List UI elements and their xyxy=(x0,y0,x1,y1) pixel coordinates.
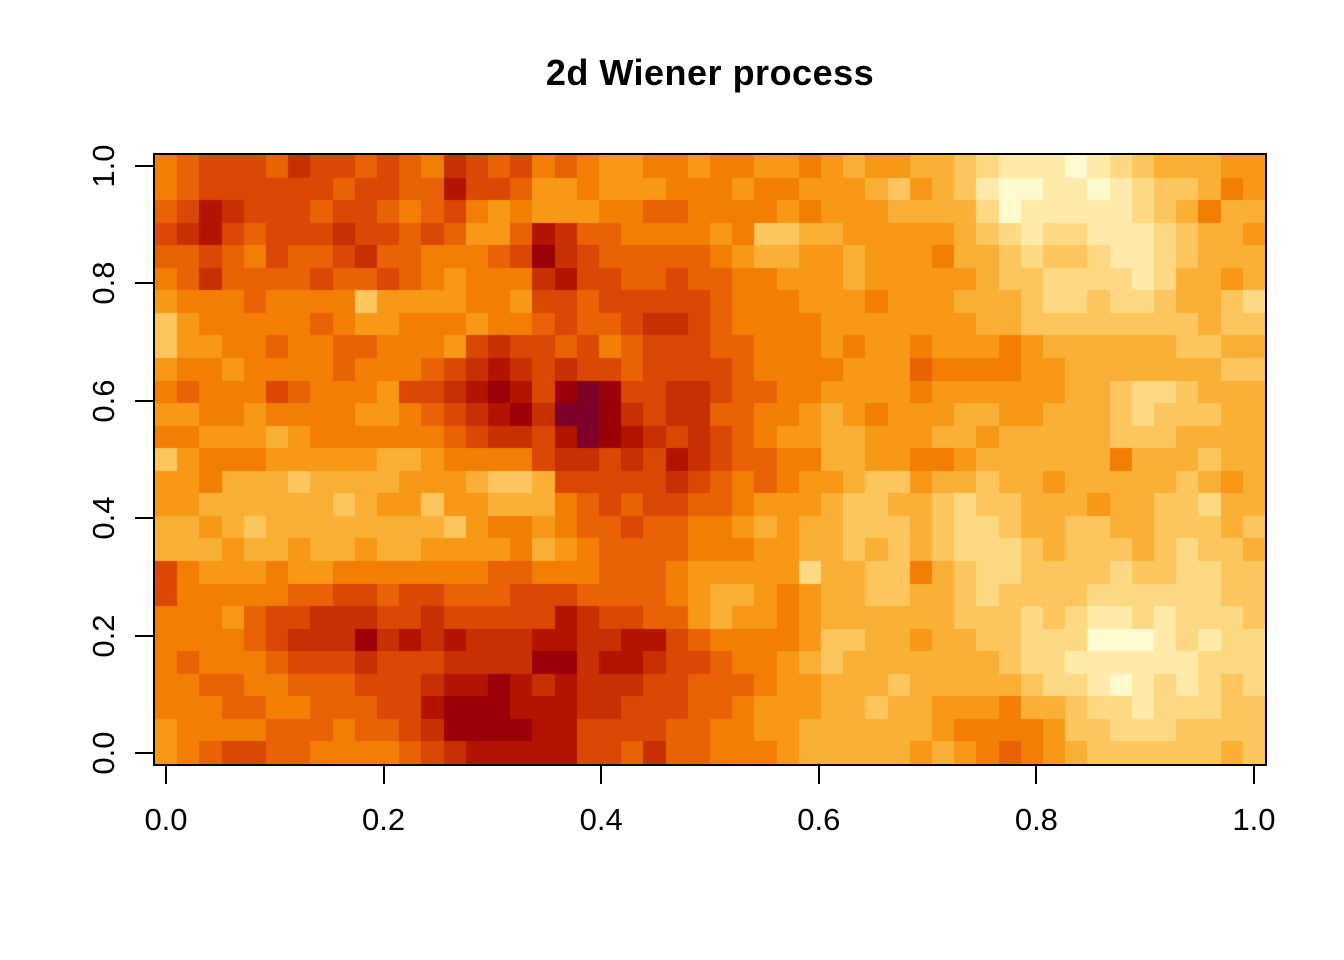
y-tick-label: 0.4 xyxy=(86,496,121,540)
x-tick-mark xyxy=(165,766,167,784)
y-tick-label: 0.8 xyxy=(86,261,121,305)
x-tick-label: 1.0 xyxy=(1232,802,1276,837)
y-tick-mark xyxy=(135,282,153,285)
x-tick-mark xyxy=(382,766,385,784)
y-tick-label: 0.0 xyxy=(86,731,121,775)
y-tick-mark xyxy=(135,517,153,520)
x-tick-label: 0.0 xyxy=(144,802,188,837)
plot-area xyxy=(153,153,1267,766)
x-tick-mark xyxy=(817,766,820,784)
x-tick-label: 0.8 xyxy=(1014,802,1058,837)
y-tick-label: 0.2 xyxy=(86,614,121,658)
chart-title: 2d Wiener process xyxy=(545,52,875,93)
y-tick-label: 1.0 xyxy=(86,144,121,188)
x-tick-mark xyxy=(1253,766,1255,784)
y-tick-mark xyxy=(135,634,153,637)
x-tick-label: 0.4 xyxy=(579,802,623,837)
y-tick-mark xyxy=(135,399,153,402)
x-tick-label: 0.2 xyxy=(362,802,406,837)
x-tick-label: 0.6 xyxy=(797,802,841,837)
y-tick-label: 0.6 xyxy=(86,379,121,423)
x-tick-mark xyxy=(1035,766,1038,784)
x-tick-mark xyxy=(600,766,603,784)
y-tick-mark xyxy=(135,165,153,167)
y-tick-mark xyxy=(135,752,153,754)
heatmap-canvas xyxy=(155,155,1265,764)
